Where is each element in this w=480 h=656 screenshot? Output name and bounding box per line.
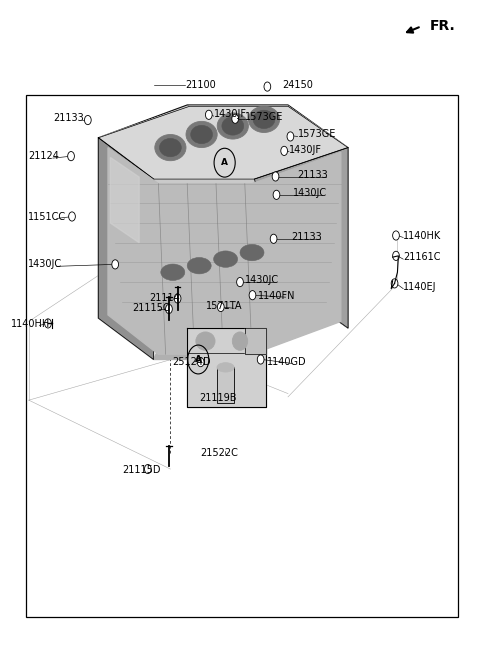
Circle shape xyxy=(197,358,204,367)
Text: 1140FN: 1140FN xyxy=(258,291,295,301)
Circle shape xyxy=(393,231,399,240)
Polygon shape xyxy=(98,138,154,359)
Circle shape xyxy=(264,82,271,91)
Text: 21133: 21133 xyxy=(53,113,84,123)
Bar xyxy=(217,367,234,403)
Ellipse shape xyxy=(222,117,244,135)
Polygon shape xyxy=(98,106,348,179)
Ellipse shape xyxy=(232,332,248,350)
Circle shape xyxy=(144,464,151,474)
Bar xyxy=(26,95,458,617)
Text: FR.: FR. xyxy=(430,19,456,33)
Circle shape xyxy=(257,355,264,364)
Polygon shape xyxy=(98,105,348,328)
Text: 1140HK: 1140HK xyxy=(403,230,442,241)
Text: 21133: 21133 xyxy=(291,232,322,243)
Text: 1571TA: 1571TA xyxy=(206,301,243,312)
Circle shape xyxy=(68,152,74,161)
Polygon shape xyxy=(108,148,341,354)
Ellipse shape xyxy=(191,125,213,144)
Polygon shape xyxy=(245,328,266,354)
Circle shape xyxy=(281,146,288,155)
Circle shape xyxy=(166,304,172,314)
Text: 1140GD: 1140GD xyxy=(267,357,307,367)
Circle shape xyxy=(272,172,279,181)
Text: A: A xyxy=(221,158,228,167)
Text: 21100: 21100 xyxy=(185,79,216,90)
Polygon shape xyxy=(187,328,266,407)
Text: 21114: 21114 xyxy=(149,293,180,303)
Circle shape xyxy=(174,294,181,303)
Ellipse shape xyxy=(253,110,275,129)
Text: 21522C: 21522C xyxy=(201,447,239,458)
Circle shape xyxy=(237,277,243,287)
Ellipse shape xyxy=(217,363,234,372)
Text: 21133: 21133 xyxy=(298,170,328,180)
Circle shape xyxy=(232,114,239,123)
Circle shape xyxy=(287,132,294,141)
Text: 1430JF: 1430JF xyxy=(289,144,322,155)
Text: 21161C: 21161C xyxy=(403,252,441,262)
Ellipse shape xyxy=(161,264,185,281)
Text: 1140HH: 1140HH xyxy=(11,319,50,329)
Ellipse shape xyxy=(155,134,186,161)
Ellipse shape xyxy=(214,251,238,268)
Text: 1430JC: 1430JC xyxy=(28,259,62,270)
Ellipse shape xyxy=(249,106,279,133)
Text: 1430JC: 1430JC xyxy=(245,275,279,285)
Ellipse shape xyxy=(217,113,249,139)
Circle shape xyxy=(45,319,51,328)
Text: 1151CC: 1151CC xyxy=(28,212,66,222)
Text: 25124D: 25124D xyxy=(172,357,210,367)
Ellipse shape xyxy=(186,121,217,148)
Circle shape xyxy=(205,110,212,119)
Circle shape xyxy=(391,279,398,288)
Text: A: A xyxy=(195,355,202,364)
Text: 21119B: 21119B xyxy=(199,392,237,403)
Circle shape xyxy=(393,251,399,260)
Polygon shape xyxy=(254,148,348,328)
Text: 21115C: 21115C xyxy=(132,303,169,314)
Circle shape xyxy=(217,302,224,312)
Text: 1573GE: 1573GE xyxy=(298,129,336,140)
Circle shape xyxy=(84,115,91,125)
Text: 1573GE: 1573GE xyxy=(245,112,283,122)
Circle shape xyxy=(273,190,280,199)
Ellipse shape xyxy=(187,257,211,274)
Ellipse shape xyxy=(196,332,215,350)
Circle shape xyxy=(112,260,119,269)
Text: 24150: 24150 xyxy=(282,79,313,90)
Circle shape xyxy=(69,212,75,221)
Circle shape xyxy=(249,291,256,300)
Text: 21124: 21124 xyxy=(28,151,59,161)
Circle shape xyxy=(270,234,277,243)
Ellipse shape xyxy=(159,138,181,157)
Text: 1140EJ: 1140EJ xyxy=(403,281,437,292)
Ellipse shape xyxy=(240,245,264,260)
Polygon shape xyxy=(154,285,288,359)
Text: 21115D: 21115D xyxy=(122,464,161,475)
Polygon shape xyxy=(110,157,139,243)
Text: 1430JC: 1430JC xyxy=(293,188,327,198)
Text: 1430JF: 1430JF xyxy=(214,109,247,119)
